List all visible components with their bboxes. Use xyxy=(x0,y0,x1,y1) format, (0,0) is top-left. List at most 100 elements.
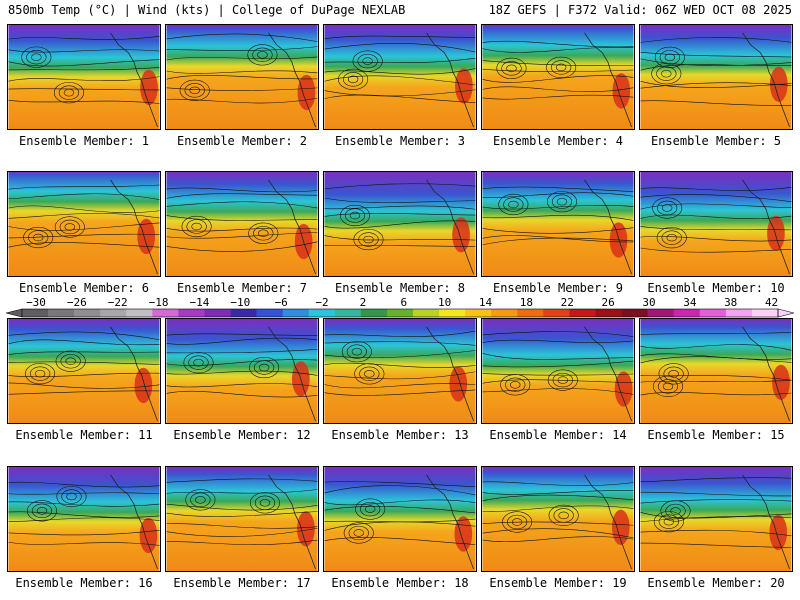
contour-line xyxy=(166,539,318,545)
coastline xyxy=(110,32,158,128)
ensemble-map xyxy=(481,318,635,424)
pressure-ring xyxy=(502,511,533,533)
contour-line xyxy=(8,67,160,71)
contour-line xyxy=(8,372,160,378)
member-number: 17 xyxy=(296,576,311,590)
ensemble-panel[interactable]: Ensemble Member: 6 xyxy=(7,171,161,295)
ensemble-member-label: Ensemble Member: 6 xyxy=(5,281,163,295)
colorbar-swatch xyxy=(230,309,257,317)
colorbar-tick-label: 26 xyxy=(601,296,614,309)
ensemble-map xyxy=(639,318,793,424)
member-label-prefix: Ensemble Member: xyxy=(650,134,774,148)
contour-line xyxy=(8,76,160,82)
contour-line xyxy=(482,339,634,343)
ensemble-panel[interactable]: Ensemble Member: 4 xyxy=(481,24,635,148)
ensemble-panel[interactable]: Ensemble Member: 19 xyxy=(481,466,635,590)
ensemble-panel[interactable]: Ensemble Member: 9 xyxy=(481,171,635,295)
contour-line xyxy=(8,59,160,67)
contour-line xyxy=(324,521,476,531)
pressure-ring xyxy=(339,204,370,227)
ensemble-panel[interactable]: Ensemble Member: 2 xyxy=(165,24,319,148)
member-number: 7 xyxy=(299,281,308,295)
pressure-ring xyxy=(252,47,273,62)
ensemble-member-label: Ensemble Member: 16 xyxy=(5,576,163,590)
ensemble-panel[interactable]: Ensemble Member: 20 xyxy=(639,466,793,590)
pressure-ring xyxy=(351,347,363,356)
pressure-ring xyxy=(658,363,689,385)
member-label-prefix: Ensemble Member: xyxy=(331,576,455,590)
ensemble-panel[interactable]: Ensemble Member: 14 xyxy=(481,318,635,442)
warm-anomaly xyxy=(139,517,158,554)
contour-line xyxy=(324,197,476,203)
pressure-ring xyxy=(64,223,76,231)
contour-line xyxy=(640,51,792,58)
ensemble-panel[interactable]: Ensemble Member: 12 xyxy=(165,318,319,442)
colorbar-tick-label: 10 xyxy=(438,296,451,309)
temperature-field xyxy=(8,25,160,129)
contour-line xyxy=(324,43,476,53)
member-label-prefix: Ensemble Member: xyxy=(647,576,771,590)
ensemble-member-label: Ensemble Member: 1 xyxy=(5,134,163,148)
member-number: 3 xyxy=(457,134,466,148)
colorbar-tick-label: −6 xyxy=(275,296,288,309)
contour-line xyxy=(324,212,476,217)
pressure-ring xyxy=(555,63,567,72)
contour-line xyxy=(324,485,476,496)
ensemble-panel[interactable]: Ensemble Member: 16 xyxy=(7,466,161,590)
member-label-prefix: Ensemble Member: xyxy=(489,576,613,590)
contour-line xyxy=(8,541,160,546)
ensemble-panel[interactable]: Ensemble Member: 11 xyxy=(7,318,161,442)
contour-line xyxy=(482,353,634,360)
pressure-ring xyxy=(342,72,364,87)
pressure-ring xyxy=(33,233,44,242)
ensemble-panel[interactable]: Ensemble Member: 5 xyxy=(639,24,793,148)
pressure-ring xyxy=(193,358,204,367)
contour-line xyxy=(482,227,634,234)
ensemble-map xyxy=(7,466,161,572)
temperature-field xyxy=(324,467,476,571)
pressure-ring xyxy=(184,83,205,98)
ensemble-panel[interactable]: Ensemble Member: 10 xyxy=(639,171,793,295)
ensemble-member-label: Ensemble Member: 4 xyxy=(479,134,637,148)
ensemble-panel[interactable]: Ensemble Member: 13 xyxy=(323,318,477,442)
contour-line xyxy=(166,97,318,104)
temperature-colorbar: −30 −26 −22 −18 −14 −10 −6 −2 2 6 10 14 18 22 26 30 34 38… xyxy=(5,296,795,318)
contour-line xyxy=(640,356,792,364)
pressure-ring xyxy=(508,200,519,209)
pressure-ring xyxy=(183,352,214,374)
ensemble-panel[interactable]: Ensemble Member: 15 xyxy=(639,318,793,442)
contour-line xyxy=(166,232,318,239)
ensemble-panel[interactable]: Ensemble Member: 1 xyxy=(7,24,161,148)
contour-line xyxy=(640,542,792,548)
contour-line xyxy=(482,331,634,337)
contour-line xyxy=(324,371,476,380)
contour-line xyxy=(482,40,634,48)
contour-line xyxy=(8,99,160,104)
ensemble-panel[interactable]: Ensemble Member: 18 xyxy=(323,466,477,590)
ensemble-map xyxy=(323,24,477,130)
contour-line xyxy=(8,242,160,248)
contour-line xyxy=(8,511,160,518)
contour-line xyxy=(482,86,634,92)
pressure-ring xyxy=(503,197,524,212)
ensemble-panel[interactable]: Ensemble Member: 3 xyxy=(323,24,477,148)
ensemble-member-label: Ensemble Member: 8 xyxy=(321,281,479,295)
contour-line xyxy=(640,214,792,220)
pressure-ring xyxy=(66,492,77,501)
pressure-ring xyxy=(511,518,523,526)
pressure-ring xyxy=(664,53,676,62)
colorbar-tick-label: −2 xyxy=(315,296,328,309)
member-number: 20 xyxy=(770,576,785,590)
ensemble-panel[interactable]: Ensemble Member: 17 xyxy=(165,466,319,590)
ensemble-map xyxy=(165,318,319,424)
colorbar-tick-label: 22 xyxy=(561,296,574,309)
pressure-ring xyxy=(658,514,679,529)
contour-line xyxy=(8,382,160,389)
contour-line xyxy=(8,351,160,355)
member-label-prefix: Ensemble Member: xyxy=(492,281,616,295)
ensemble-map xyxy=(7,171,161,277)
pressure-ring xyxy=(558,511,569,520)
ensemble-panel[interactable]: Ensemble Member: 7 xyxy=(165,171,319,295)
colorbar-swatch xyxy=(465,309,492,317)
ensemble-panel[interactable]: Ensemble Member: 8 xyxy=(323,171,477,295)
